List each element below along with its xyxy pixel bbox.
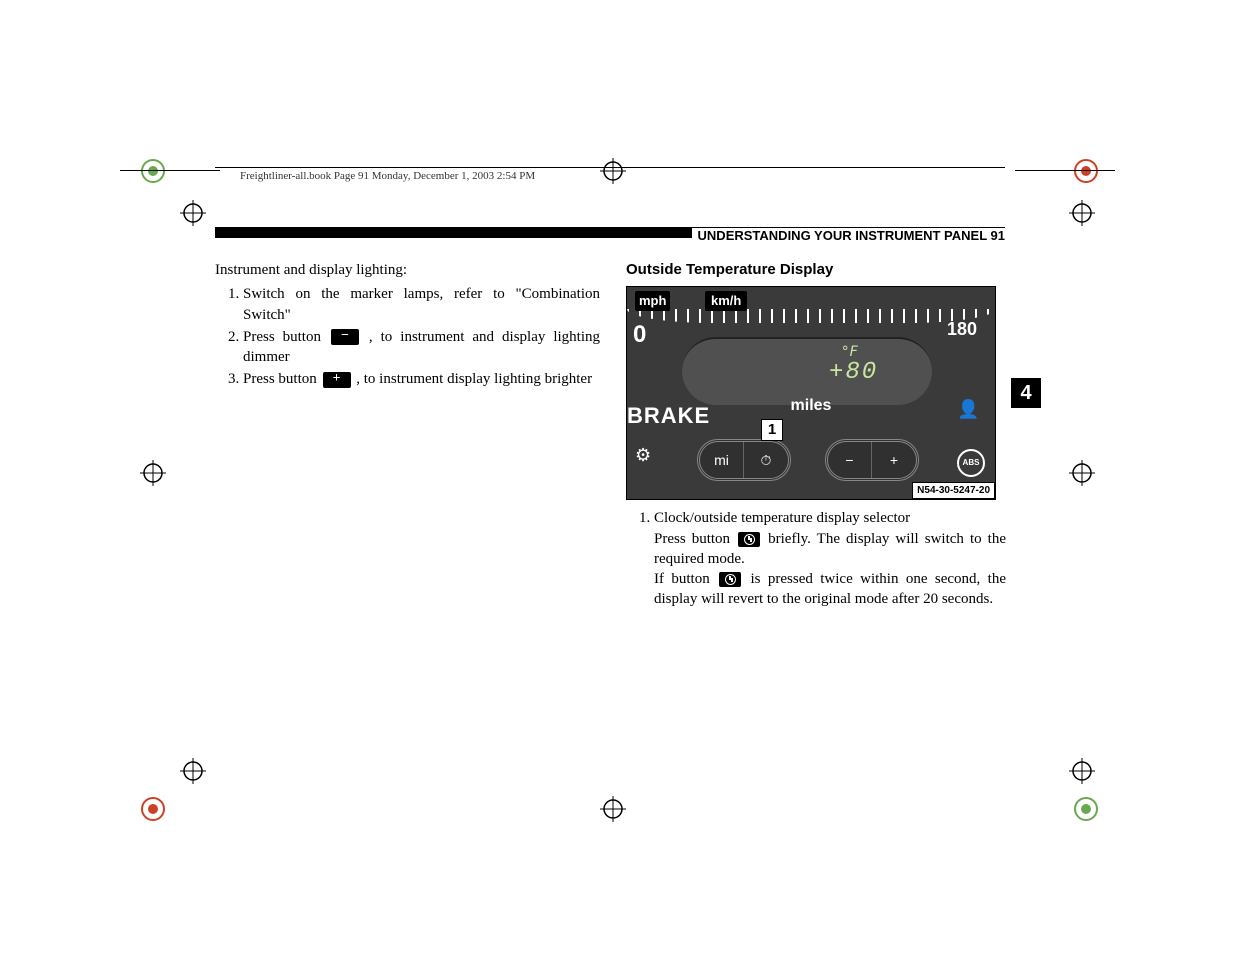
desc-item-1: Clock/outside temperature display select…: [654, 508, 1006, 609]
section-title: UNDERSTANDING YOUR INSTRUMENT PANEL 91: [692, 228, 1005, 243]
registration-mark-icon: [1073, 158, 1099, 184]
left-column: Instrument and display lighting: Switch …: [215, 260, 600, 392]
hairline: [120, 170, 220, 171]
instrument-figure: mph km/h 0 180 °F +80 miles BRAKE 👤 ABS …: [626, 286, 996, 500]
brake-indicator: BRAKE: [627, 401, 710, 431]
crop-mark-icon: [1069, 758, 1095, 784]
crop-mark-icon: [180, 758, 206, 784]
abs-icon: ABS: [957, 449, 985, 477]
speed-zero: 0: [633, 319, 646, 351]
steps-list: Switch on the marker lamps, refer to "Co…: [215, 284, 600, 389]
clock-button-icon: [738, 532, 760, 547]
registration-mark-icon: [140, 796, 166, 822]
figure-description-list: Clock/outside temperature display select…: [626, 508, 1006, 609]
crop-mark-icon: [600, 796, 626, 822]
mph-label: mph: [635, 291, 670, 311]
temp-value: +80: [829, 357, 878, 389]
step-3a: Press button: [243, 371, 321, 387]
speed-max: 180: [947, 317, 977, 341]
plus-half: +: [872, 442, 916, 478]
minus-button-icon: −: [331, 329, 359, 345]
crop-mark-icon: [140, 460, 166, 486]
right-column: Outside Temperature Display mph km/h 0 1…: [626, 260, 1006, 610]
hairline: [1015, 170, 1115, 171]
speedo-ticks: [627, 309, 995, 323]
crop-mark-icon: [600, 158, 626, 184]
step-3b: , to instrument display lighting brighte…: [356, 371, 592, 387]
crop-mark-icon: [180, 200, 206, 226]
seatbelt-icon: 👤: [957, 397, 979, 419]
registration-mark-icon: [1073, 796, 1099, 822]
crop-mark-icon: [1069, 200, 1095, 226]
step-2: Press button − , to instrument and displ…: [243, 327, 600, 368]
plus-button-icon: +: [323, 372, 351, 388]
left-intro: Instrument and display lighting:: [215, 260, 600, 280]
crop-mark-icon: [1069, 460, 1095, 486]
desc-p2a: If button: [654, 571, 717, 587]
desc-head: Clock/outside temperature display select…: [654, 510, 910, 526]
step-1: Switch on the marker lamps, refer to "Co…: [243, 284, 600, 325]
stalk-icon: ⚙: [635, 443, 661, 465]
minus-half: −: [828, 442, 872, 478]
running-head: Freightliner-all.book Page 91 Monday, De…: [240, 170, 535, 182]
minus-plus-button: − +: [825, 439, 919, 481]
outside-temp-heading: Outside Temperature Display: [626, 260, 1006, 280]
chapter-tab: 4: [1011, 378, 1041, 408]
mi-half: mi: [700, 442, 744, 478]
step-3: Press button + , to instrument display l…: [243, 369, 600, 389]
callout-1: 1: [761, 419, 783, 441]
step-2a: Press button: [243, 329, 329, 345]
registration-mark-icon: [140, 158, 166, 184]
kmh-label: km/h: [705, 291, 747, 311]
clock-button-icon-2: [719, 572, 741, 587]
miles-label: miles: [791, 395, 832, 417]
desc-p1a: Press button: [654, 531, 736, 547]
clock-half-icon: ⏱: [744, 442, 788, 478]
figure-id-label: N54-30-5247-20: [912, 482, 995, 500]
mi-clock-button: mi ⏱: [697, 439, 791, 481]
